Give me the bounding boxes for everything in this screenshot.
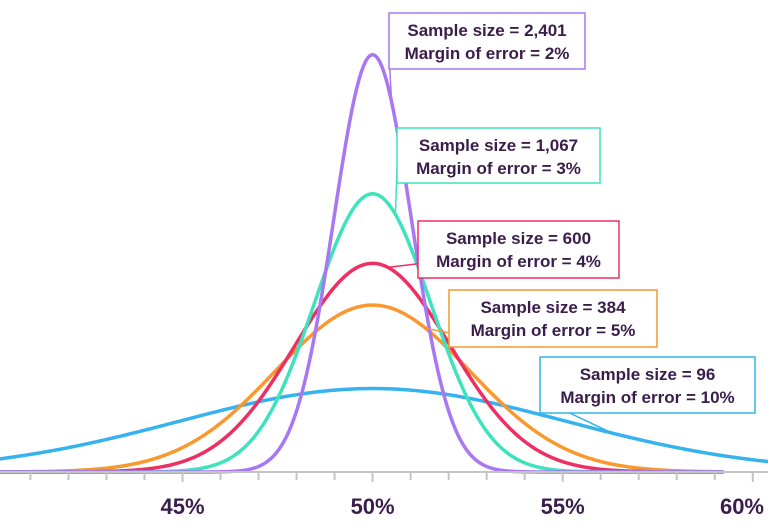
x-axis-tick-labels: 45% 50% 55% 60% [160,494,764,519]
annotation-connector [387,263,419,269]
annotation-box [388,12,586,70]
annotation-2401: Sample size = 2,401 Margin of error = 2% [388,12,586,102]
annotation-96: Sample size = 96 Margin of error = 10% [539,356,756,434]
annotation-box [417,220,620,279]
annotation-sample-size: Sample size = 1,067 [419,136,578,155]
annotation-1067: Sample size = 1,067 Margin of error = 3% [394,127,601,215]
annotation-box [396,127,601,184]
x-axis-ticks [29,472,754,482]
annotation-box [448,289,658,348]
annotation-sample-size: Sample size = 600 [446,229,591,248]
x-tick-label: 50% [351,494,395,519]
annotation-margin-of-error: Margin of error = 4% [436,252,601,271]
annotation-box [539,356,756,414]
annotation-margin-of-error: Margin of error = 2% [405,44,570,63]
series-line-384 [0,303,725,474]
annotation-margin-of-error: Margin of error = 10% [560,388,734,407]
annotation-margin-of-error: Margin of error = 3% [416,159,581,178]
x-tick-label: 60% [720,494,764,519]
annotation-sample-size: Sample size = 96 [580,365,716,384]
series-line-96 [0,386,768,464]
annotation-384: Sample size = 384 Margin of error = 5% [425,289,658,348]
annotation-sample-size: Sample size = 384 [480,298,626,317]
x-tick-label: 45% [160,494,204,519]
x-tick-label: 55% [541,494,585,519]
annotation-600: Sample size = 600 Margin of error = 4% [387,220,620,279]
annotation-sample-size: Sample size = 2,401 [407,21,566,40]
annotation-margin-of-error: Margin of error = 5% [471,321,636,340]
annotation-connector [425,327,450,334]
